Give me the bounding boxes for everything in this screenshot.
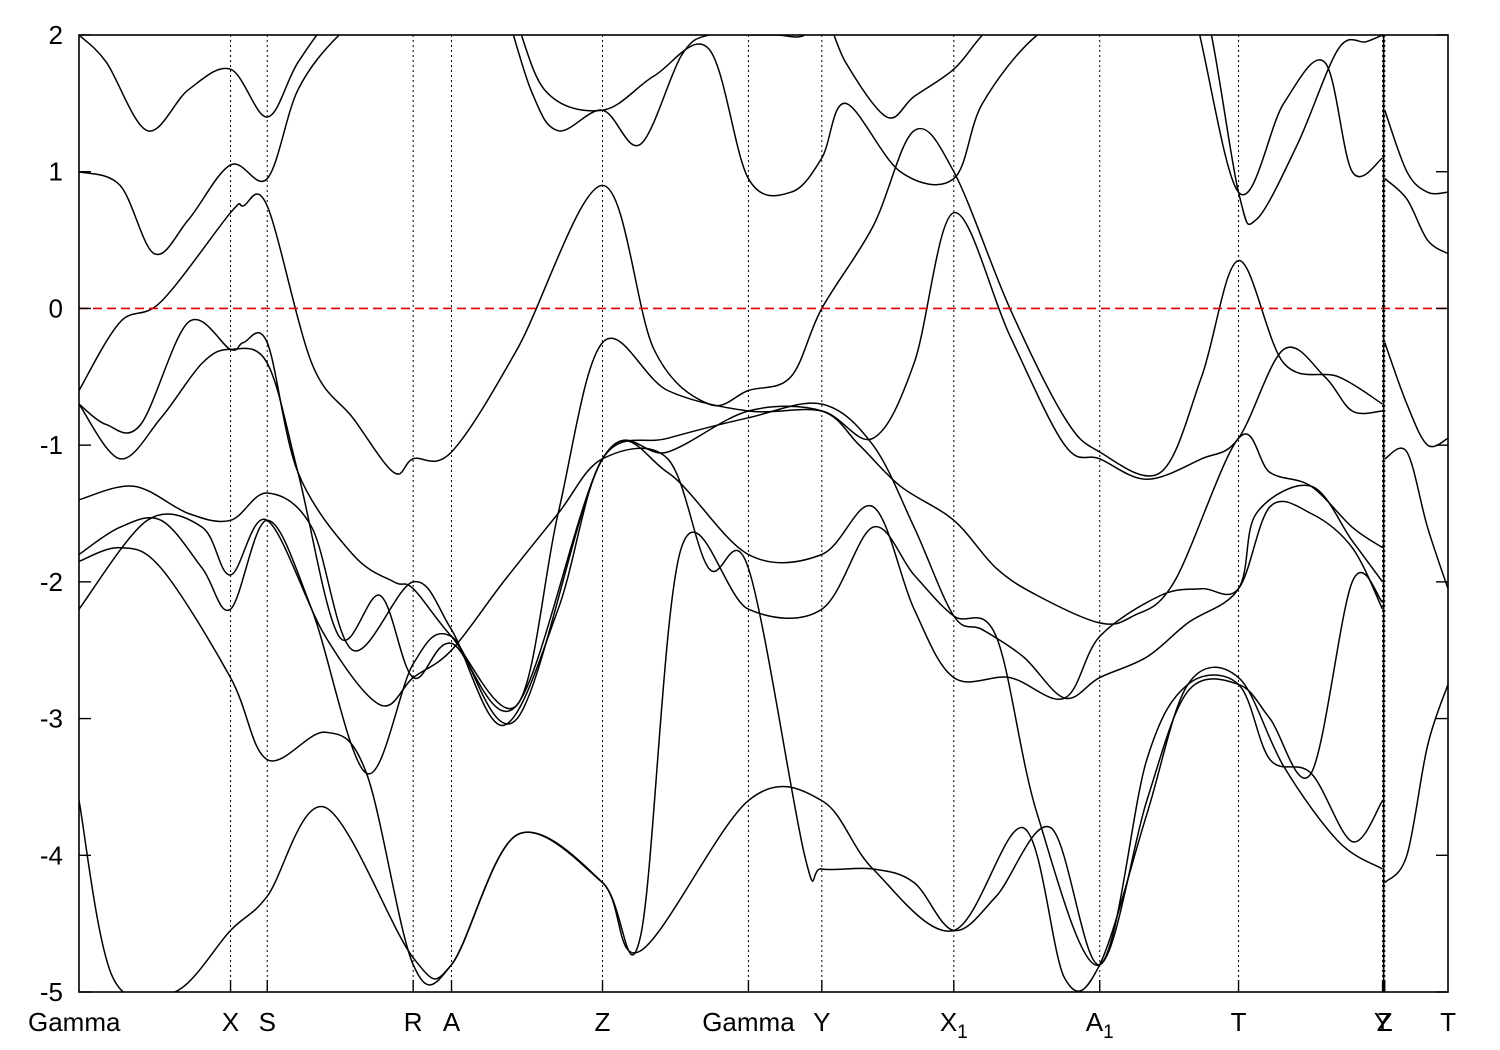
k-point-label-text: Z	[1377, 1007, 1393, 1037]
k-point-label-text: R	[404, 1007, 423, 1037]
k-point-label: T	[1231, 1007, 1247, 1037]
band-line-zt-4	[1384, 447, 1448, 589]
k-point-label-text: Gamma	[28, 1007, 121, 1037]
k-point-label-subscript: 1	[1103, 1022, 1114, 1043]
y-tick-label: -2	[40, 567, 63, 597]
band-line-4	[79, 402, 1384, 727]
band-lines	[79, 35, 1448, 992]
x-axis: Gamma X S R A Z Gamma Y X1 A1 T YZ T	[28, 1007, 1456, 1043]
k-point-label: A1	[1086, 1007, 1114, 1043]
k-point-label: Z	[595, 1007, 611, 1037]
y-tick-label: -4	[40, 840, 63, 870]
k-point-label-text: S	[259, 1007, 276, 1037]
k-point-vertical-lines	[229, 35, 1386, 992]
band-line-8	[79, 447, 1384, 966]
plot-frame	[78, 34, 1449, 993]
k-point-label: Gamma	[28, 1007, 121, 1037]
k-point-label-text: A	[443, 1007, 461, 1037]
band-line-zt-2	[1384, 178, 1448, 255]
band-line-5	[79, 440, 1384, 775]
k-point-label-text: Gamma	[702, 1007, 795, 1037]
y-tick-label: 0	[49, 293, 63, 323]
y-tick-label: 2	[49, 20, 63, 50]
k-point-label-text: X	[222, 1007, 239, 1037]
band-line-9	[79, 35, 1384, 256]
k-point-label: Z	[1377, 1007, 1393, 1037]
y-axis: 2 1 0 -1 -2 -3 -4 -5	[40, 20, 1448, 1007]
band-line-zt-1	[1384, 109, 1448, 195]
k-point-label: Y	[813, 1007, 830, 1037]
y-tick-label: -1	[40, 430, 63, 460]
band-line-3	[79, 347, 1384, 713]
band-line-zt-5	[1384, 684, 1448, 884]
band-line-2	[79, 211, 1383, 710]
k-point-label: T	[1440, 1007, 1456, 1037]
k-point-label-text: T	[1440, 1007, 1456, 1037]
k-point-label-text: X	[940, 1007, 957, 1037]
k-point-label-text: Y	[813, 1007, 830, 1037]
k-point-label: A	[443, 1007, 461, 1037]
k-point-label-subscript: 1	[957, 1022, 968, 1043]
band-line-zt-3	[1384, 342, 1448, 448]
k-point-label-text: Z	[595, 1007, 611, 1037]
k-point-label: R	[404, 1007, 423, 1037]
band-line-7	[79, 666, 1383, 992]
k-point-label-text: Y	[1374, 1007, 1391, 1037]
band-line-6	[79, 526, 1384, 986]
band-line-1	[79, 127, 1383, 477]
k-point-label: X1	[940, 1007, 968, 1043]
k-point-label: S	[259, 1007, 276, 1037]
k-point-label: X	[222, 1007, 239, 1037]
y-tick-label: 1	[49, 157, 63, 187]
k-point-label-text: A	[1086, 1007, 1104, 1037]
k-point-label: Y	[1374, 1007, 1391, 1037]
k-point-label-text: T	[1231, 1007, 1247, 1037]
band-line-10	[79, 35, 1383, 226]
k-point-label: Gamma	[702, 1007, 795, 1037]
y-tick-label: -3	[40, 704, 63, 734]
y-tick-label: -5	[40, 977, 63, 1007]
